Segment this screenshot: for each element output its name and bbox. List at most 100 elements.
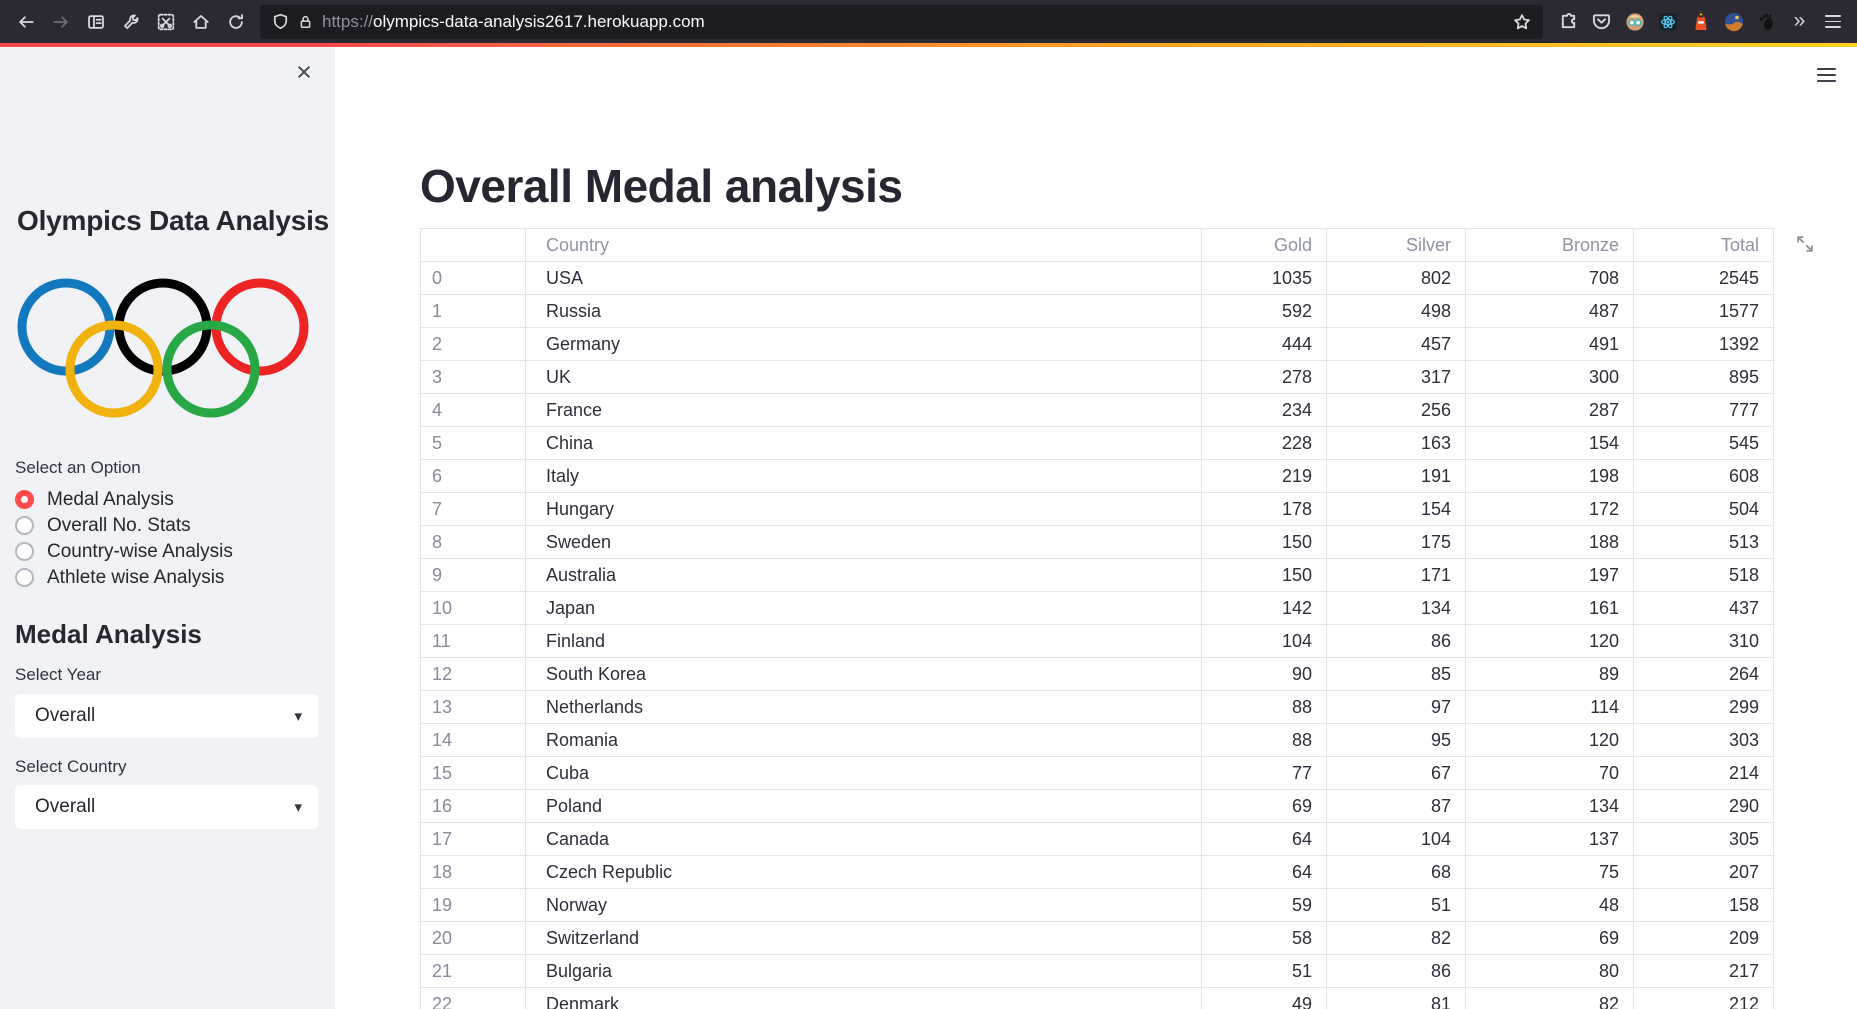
forward-icon[interactable] (44, 6, 77, 38)
value-cell: 86 (1326, 954, 1466, 988)
value-cell: 104 (1201, 624, 1327, 658)
value-cell: 120 (1465, 624, 1634, 658)
row-index-cell: 21 (420, 954, 526, 988)
radio-selected-icon[interactable] (15, 490, 34, 509)
value-cell: 163 (1326, 426, 1466, 460)
table-row: 5 China 228 163 154 545 (420, 426, 1774, 460)
country-cell: China (525, 426, 1202, 460)
value-cell: 197 (1465, 558, 1634, 592)
value-cell: 161 (1465, 591, 1634, 625)
value-cell: 457 (1326, 327, 1466, 361)
sidebar: × Olympics Data Analysis Select an Optio… (0, 47, 335, 1009)
value-cell: 290 (1633, 789, 1774, 823)
radio-group-label: Select an Option (15, 458, 141, 477)
tools-wrench-icon[interactable] (114, 6, 147, 38)
page-title: Overall Medal analysis (420, 160, 903, 212)
url-bar[interactable]: https://olympics-data-analysis2617.herok… (260, 4, 1543, 39)
bookmark-star-icon[interactable] (1513, 13, 1531, 31)
browser-toolbar: https://olympics-data-analysis2617.herok… (0, 0, 1857, 43)
radio-option-label: Country-wise Analysis (47, 540, 233, 562)
tracking-shield-icon[interactable] (272, 13, 289, 30)
section-heading: Medal Analysis (15, 619, 202, 649)
fullscreen-expand-icon[interactable] (1790, 229, 1820, 259)
radio-unselected-icon[interactable] (15, 542, 34, 561)
home-icon[interactable] (184, 6, 217, 38)
radio-option[interactable]: Medal Analysis (15, 489, 233, 510)
radio-option-label: Overall No. Stats (47, 514, 191, 536)
radio-option[interactable]: Overall No. Stats (15, 514, 233, 536)
table-row: 4 France 234 256 287 777 (420, 393, 1774, 427)
year-select[interactable]: Overall ▾ (15, 694, 318, 738)
value-cell: 154 (1326, 492, 1466, 526)
value-cell: 69 (1201, 789, 1327, 823)
chevron-down-icon[interactable]: ▾ (294, 799, 302, 816)
pocket-icon[interactable] (1586, 6, 1617, 37)
value-cell: 48 (1465, 888, 1634, 922)
country-cell: Japan (525, 591, 1202, 625)
value-cell: 708 (1465, 261, 1634, 295)
country-cell: Czech Republic (525, 855, 1202, 889)
screenshot-scissors-icon[interactable] (149, 6, 182, 38)
row-index-cell: 11 (420, 624, 526, 658)
row-index-cell: 14 (420, 723, 526, 757)
country-cell: Bulgaria (525, 954, 1202, 988)
value-cell: 88 (1201, 690, 1327, 724)
olympic-rings-logo (17, 278, 309, 418)
country-cell: Romania (525, 723, 1202, 757)
country-cell: Netherlands (525, 690, 1202, 724)
lock-icon (300, 15, 311, 28)
value-cell: 777 (1633, 393, 1774, 427)
radio-option[interactable]: Country-wise Analysis (15, 540, 233, 562)
row-index-cell: 2 (420, 327, 526, 361)
table-row: 19 Norway 59 51 48 158 (420, 888, 1774, 922)
atom-extension-icon[interactable] (1652, 6, 1683, 37)
country-cell: Germany (525, 327, 1202, 361)
chevron-down-icon[interactable]: ▾ (294, 708, 302, 725)
country-select[interactable]: Overall ▾ (15, 785, 318, 829)
row-index-cell: 6 (420, 459, 526, 493)
value-cell: 264 (1633, 657, 1774, 691)
overflow-chevrons-icon[interactable]: » (1793, 8, 1806, 32)
row-index-cell: 20 (420, 921, 526, 955)
radio-unselected-icon[interactable] (15, 568, 34, 587)
back-icon[interactable] (9, 6, 42, 38)
table-row: 0 USA 1035 802 708 2545 (420, 261, 1774, 295)
value-cell: 217 (1633, 954, 1774, 988)
country-cell: Cuba (525, 756, 1202, 790)
value-cell: 137 (1465, 822, 1634, 856)
column-header: Silver (1326, 228, 1466, 262)
gnome-foot-extension-icon[interactable] (1751, 6, 1782, 37)
reader-view-icon[interactable] (79, 6, 112, 38)
value-cell: 120 (1465, 723, 1634, 757)
app-menu-icon[interactable] (1809, 60, 1843, 90)
table-row: 13 Netherlands 88 97 114 299 (420, 690, 1774, 724)
radio-option[interactable]: Athlete wise Analysis (15, 566, 233, 588)
lighthouse-extension-icon[interactable] (1685, 6, 1716, 37)
row-index-cell: 10 (420, 591, 526, 625)
row-index-cell: 7 (420, 492, 526, 526)
country-cell: Norway (525, 888, 1202, 922)
table-row: 7 Hungary 178 154 172 504 (420, 492, 1774, 526)
radio-option-label: Athlete wise Analysis (47, 566, 225, 588)
table-row: 22 Denmark 49 81 82 212 (420, 987, 1774, 1009)
value-cell: 172 (1465, 492, 1634, 526)
value-cell: 114 (1465, 690, 1634, 724)
radio-unselected-icon[interactable] (15, 516, 34, 535)
table-row: 11 Finland 104 86 120 310 (420, 624, 1774, 658)
value-cell: 158 (1633, 888, 1774, 922)
painting-extension-icon[interactable] (1718, 6, 1749, 37)
value-cell: 256 (1326, 393, 1466, 427)
value-cell: 608 (1633, 459, 1774, 493)
table-row: 12 South Korea 90 85 89 264 (420, 657, 1774, 691)
avatar-extension-icon[interactable] (1619, 6, 1650, 37)
value-cell: 188 (1465, 525, 1634, 559)
reload-icon[interactable] (219, 6, 252, 38)
country-cell: Denmark (525, 987, 1202, 1009)
sidebar-close-icon[interactable]: × (296, 56, 312, 87)
row-index-cell: 18 (420, 855, 526, 889)
medal-table: Country Gold Silver Bronze Total 0 USA 1035 802… (420, 228, 1774, 1009)
value-cell: 82 (1326, 921, 1466, 955)
row-index-cell: 0 (420, 261, 526, 295)
extensions-puzzle-icon[interactable] (1553, 6, 1584, 37)
browser-menu-icon[interactable] (1817, 6, 1848, 37)
